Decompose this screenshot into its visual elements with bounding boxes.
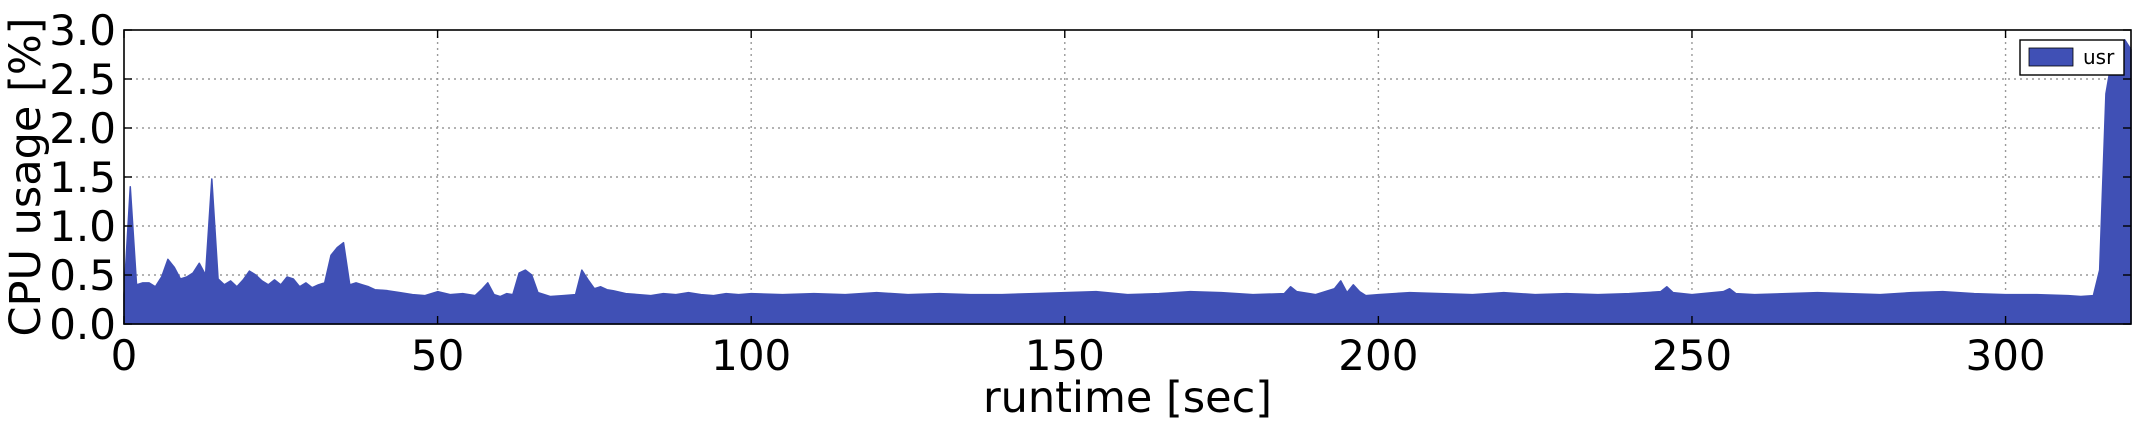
x-tick-label: 200 <box>1338 331 1418 380</box>
y-tick-label: 2.0 <box>49 104 116 153</box>
x-tick-label: 300 <box>1965 331 2045 380</box>
y-tick-label: 1.5 <box>49 153 116 202</box>
y-tick-label: 2.5 <box>49 55 116 104</box>
x-tick-label: 100 <box>711 331 791 380</box>
y-tick-label: 1.0 <box>49 202 116 251</box>
legend-swatch-usr <box>2028 47 2074 67</box>
axis-ticks: 0 50 100 150 200 250 300 0.00.51.01.52.02.53.0 <box>49 6 2131 380</box>
legend-label-usr: usr <box>2083 45 2115 69</box>
legend: usr <box>2019 39 2125 76</box>
x-tick-label: 150 <box>1025 331 1105 380</box>
series-layer <box>123 39 2132 325</box>
y-axis-label: CPU usage [%] <box>1 18 51 337</box>
y-tick-label: 0.5 <box>49 251 116 300</box>
y-tick-label: 3.0 <box>49 6 116 55</box>
usr-area <box>123 39 2132 325</box>
x-tick-label: 50 <box>411 331 464 380</box>
x-tick-label: 0 <box>111 331 138 380</box>
y-tick-label: 0.0 <box>49 300 116 349</box>
x-axis-label: runtime [sec] <box>983 373 1272 423</box>
x-tick-label: 250 <box>1652 331 1732 380</box>
grid-lines <box>124 30 2131 324</box>
